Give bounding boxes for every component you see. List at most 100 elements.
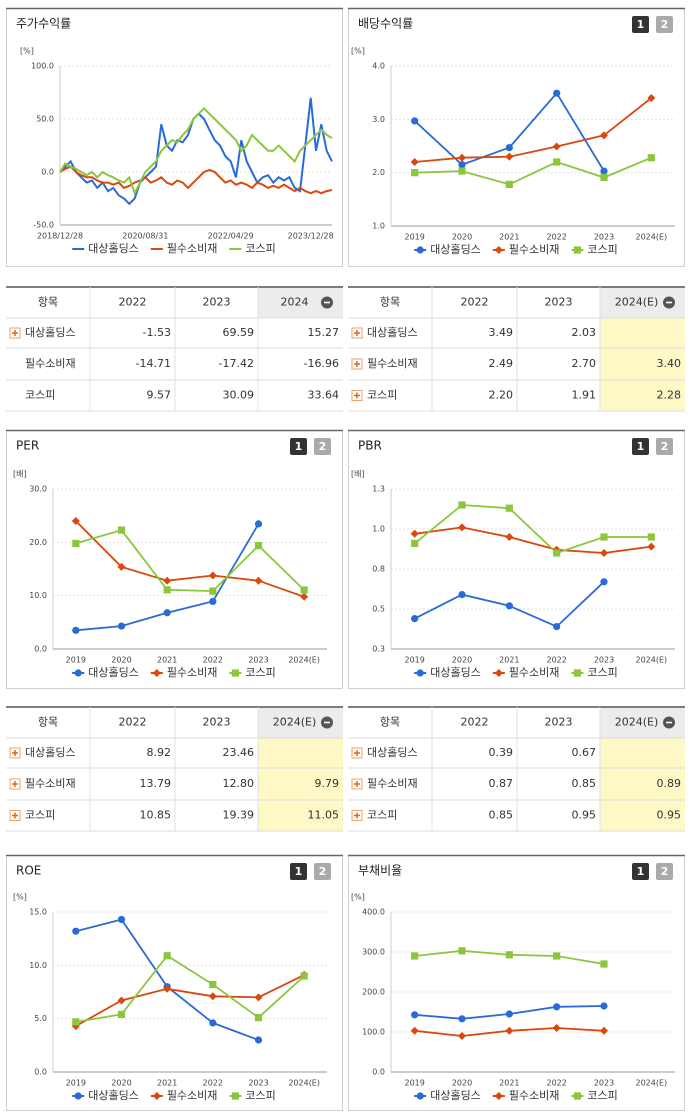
x-tick-label: 2024(E) (636, 233, 668, 242)
x-tick-label: 2022 (203, 1079, 223, 1088)
page-button[interactable] (656, 438, 673, 455)
table-header: 2024(E) (615, 296, 659, 309)
series-line (75, 520, 305, 598)
legend-marker (416, 246, 424, 254)
y-tick-label: 200.0 (362, 988, 385, 997)
cell: 8.92 (147, 746, 172, 759)
row-name: 대상홀딩스 (25, 746, 76, 759)
marker (458, 167, 466, 175)
x-tick-label: 2024(E) (636, 1079, 668, 1088)
cell: 2.49 (489, 357, 514, 370)
page-button-label[interactable]: 1 (295, 865, 303, 878)
series-line (414, 504, 652, 555)
row-name: 필수소비재 (367, 777, 418, 790)
chart-title: ROE (16, 864, 41, 878)
page-button[interactable] (632, 438, 649, 455)
legend-marker (573, 669, 582, 677)
row-name: 필수소비재 (25, 777, 76, 790)
page-button-label[interactable]: 1 (637, 865, 645, 878)
cell: 10.85 (140, 809, 172, 822)
y-tick-label: 3.0 (372, 115, 385, 124)
legend: 대상홀딩스 필수소비재 코스피 (414, 666, 618, 679)
legend: 대상홀딩스 필수소비재 코스피 (72, 242, 276, 255)
marker (505, 602, 513, 610)
cell: 69.59 (223, 326, 255, 339)
table-header: 2023 (203, 716, 231, 729)
legend-marker (231, 1092, 240, 1100)
marker (411, 169, 419, 177)
y-tick-label: 0.0 (372, 1068, 385, 1077)
cell: -16.96 (304, 357, 339, 370)
marker (163, 984, 172, 993)
marker (411, 1011, 419, 1019)
marker (300, 586, 308, 594)
cell: 0.85 (572, 777, 597, 790)
page-button[interactable] (632, 16, 649, 33)
legend-label: 필수소비재 (509, 1089, 560, 1102)
legend-marker (416, 1092, 424, 1100)
page-button[interactable] (656, 863, 673, 880)
legend-label: 코스피 (245, 1089, 275, 1102)
marker (209, 1019, 217, 1027)
marker (117, 622, 126, 630)
page-button[interactable] (656, 16, 673, 33)
marker (72, 626, 80, 634)
marker (411, 117, 419, 125)
marker (117, 996, 126, 1005)
page-button-label[interactable]: 2 (319, 865, 327, 878)
marker (647, 94, 656, 102)
page-button[interactable] (314, 863, 331, 880)
series-line (75, 974, 305, 1027)
legend: 대상홀딩스 필수소비재 코스피 (414, 243, 618, 256)
marker (117, 915, 126, 924)
x-tick-label: 2021 (157, 656, 177, 665)
page-button[interactable] (314, 438, 331, 455)
page-button-label[interactable]: 1 (637, 18, 645, 31)
legend-label: 대상홀딩스 (430, 666, 481, 679)
table-header: 항목 (38, 296, 58, 309)
legend-label: 코스피 (245, 242, 275, 255)
unit-label: [배] (13, 470, 27, 479)
page-button-label[interactable]: 1 (295, 440, 303, 453)
marker (411, 539, 419, 547)
marker (117, 562, 126, 571)
x-tick-label: 2020 (111, 1079, 131, 1088)
page-button[interactable] (290, 863, 307, 880)
page-button-label[interactable]: 2 (319, 440, 327, 453)
x-tick-label: 2024(E) (288, 1079, 320, 1088)
x-tick-label: 2020 (452, 233, 472, 242)
marker (410, 529, 419, 538)
page-button[interactable] (290, 438, 307, 455)
y-tick-label: 100.0 (31, 62, 54, 71)
page-button-label[interactable]: 1 (637, 440, 645, 453)
table-header: 2022 (461, 296, 489, 309)
page-button-label[interactable]: 2 (661, 440, 669, 453)
marker (647, 533, 655, 541)
table-header: 항목 (380, 716, 400, 729)
x-tick-label: 2020 (111, 656, 131, 665)
y-tick-label: 2.0 (372, 168, 385, 177)
page-button-label[interactable]: 2 (661, 18, 669, 31)
expand-icon-plus (354, 392, 360, 399)
y-tick-label: 100.0 (362, 1028, 385, 1037)
legend-label: 필수소비재 (167, 1089, 218, 1102)
series-line (59, 106, 333, 196)
marker (600, 1026, 608, 1035)
legend-marker (494, 1092, 503, 1100)
expand-icon-plus (354, 361, 360, 367)
page-button-label[interactable]: 2 (661, 865, 669, 878)
marker (254, 576, 263, 585)
marker (505, 152, 514, 161)
table-header: 항목 (38, 716, 58, 729)
marker (505, 1010, 513, 1018)
marker (600, 533, 608, 541)
table-header: 항목 (380, 296, 400, 309)
marker (254, 993, 263, 1002)
unit-label: [%] (351, 893, 365, 902)
marker (600, 1002, 608, 1010)
page-button[interactable] (632, 863, 649, 880)
unit-label: [%] (351, 47, 365, 56)
legend-label: 코스피 (587, 666, 617, 679)
cell: 0.67 (572, 746, 597, 759)
